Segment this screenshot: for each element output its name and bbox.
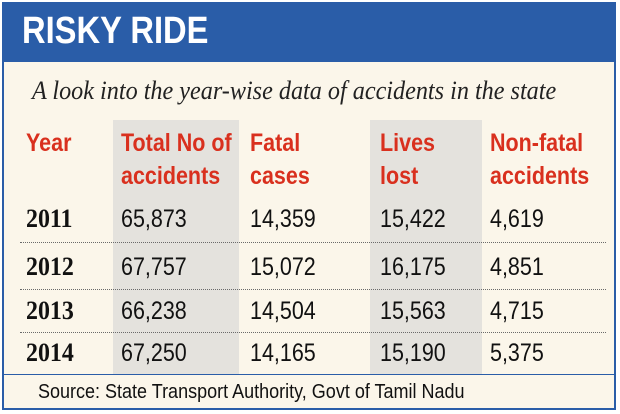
column-total-background [113,120,239,374]
column-header-line: accidents [121,162,221,190]
column-header-year: Year [26,127,71,160]
column-header-line: Fatal [250,129,301,157]
table-cell-total: 66,238 [121,297,187,325]
infographic-card: RISKY RIDE A look into the year-wise dat… [2,2,616,410]
table-cell-total: 67,757 [121,253,187,281]
column-header-line: Year [26,129,72,157]
column-header-total: Total No of accidents [121,127,232,193]
table-cell-nonfatal: 4,715 [490,297,544,325]
column-header-line: Total No of [121,129,232,157]
table-cell-fatal: 14,359 [250,205,316,233]
table-cell-fatal: 14,165 [250,339,316,367]
table-cell-total: 65,873 [121,205,187,233]
row-divider [20,332,606,333]
column-year-background [4,120,113,374]
table-cell-nonfatal: 5,375 [490,339,544,367]
row-divider [20,242,606,243]
table-cell-year: 2014 [26,338,74,367]
column-header-line: cases [250,162,310,190]
row-divider [20,289,606,290]
table-cell-nonfatal: 4,619 [490,205,544,233]
column-lives-background [370,120,482,374]
table-cell-year: 2011 [26,204,73,233]
table-cell-total: 67,250 [121,339,187,367]
source-note: Source: State Transport Authority, Govt … [38,381,465,403]
column-header-line: lost [380,162,419,190]
table-cell-lives: 15,190 [380,339,446,367]
table-cell-fatal: 14,504 [250,297,316,325]
column-fatal-background [239,120,370,374]
table-cell-lives: 16,175 [380,253,446,281]
table-cell-lives: 15,563 [380,297,446,325]
table-cell-lives: 15,422 [380,205,446,233]
table-cell-year: 2012 [26,252,74,281]
column-header-line: accidents [490,162,590,190]
title-band: RISKY RIDE [4,4,614,62]
column-header-line: Non-fatal [490,129,584,157]
table-cell-nonfatal: 4,851 [490,253,544,281]
column-nonfatal-background [482,120,614,374]
infographic-title: RISKY RIDE [22,10,209,52]
table-cell-year: 2013 [26,296,74,325]
column-header-lives: Lives lost [380,127,435,193]
column-header-line: Lives [380,129,435,157]
infographic-subtitle: A look into the year-wise data of accide… [32,76,557,105]
column-header-fatal: Fatal cases [250,127,310,193]
column-header-nonfatal: Non-fatal accidents [490,127,589,193]
footer-divider [4,374,614,375]
table-cell-fatal: 15,072 [250,253,316,281]
